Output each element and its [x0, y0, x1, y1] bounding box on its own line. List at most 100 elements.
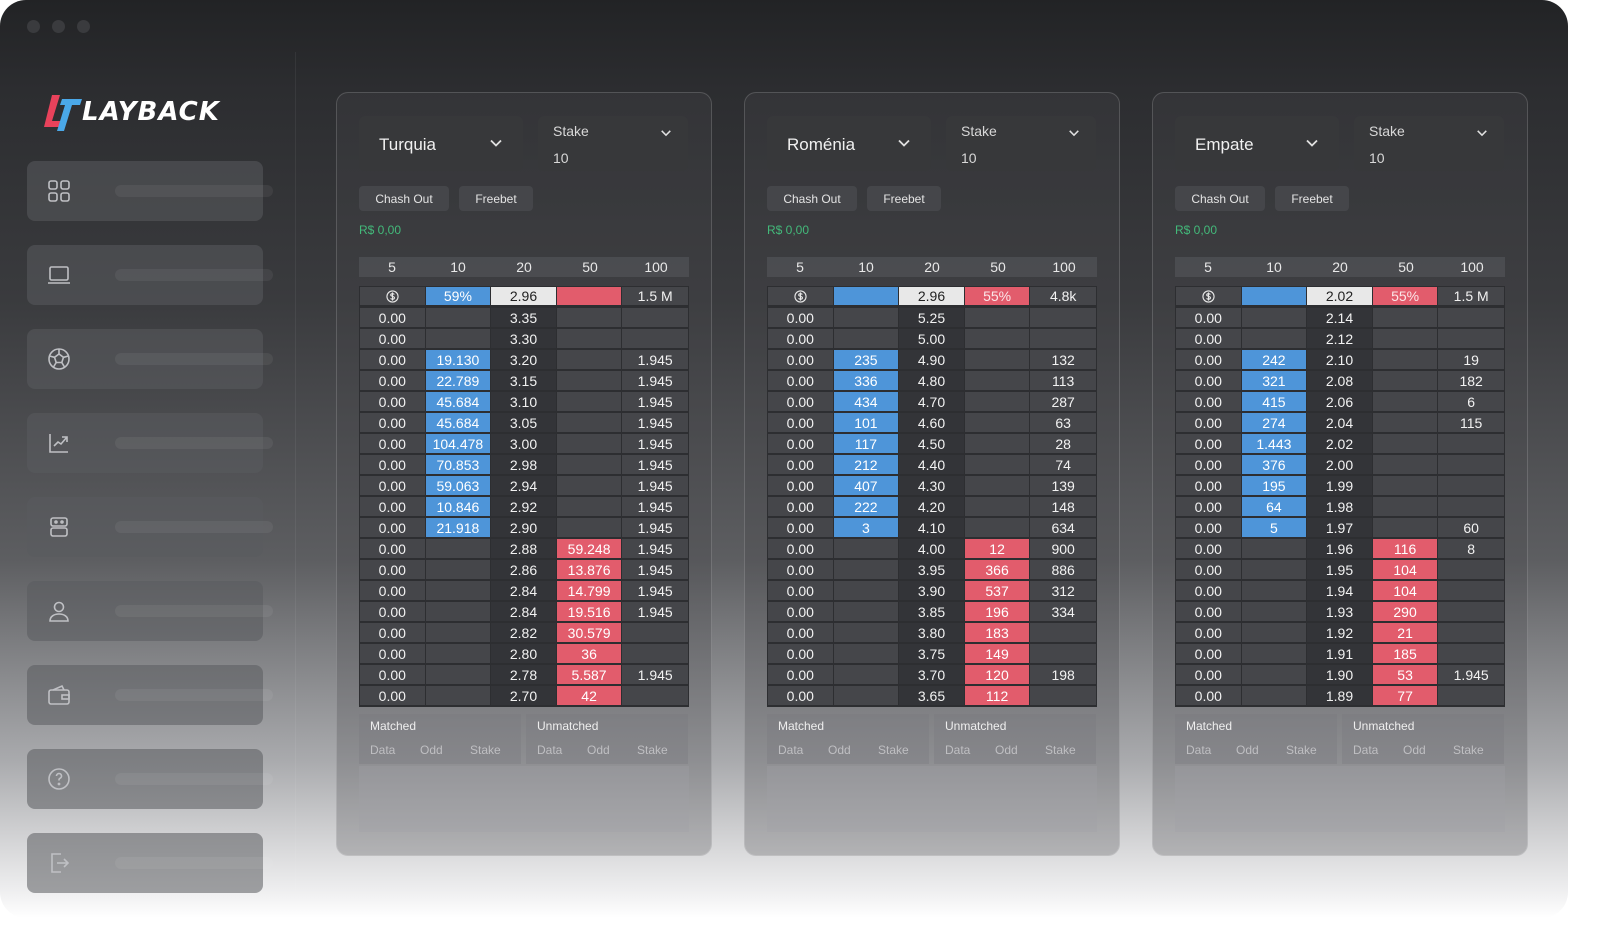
lay-cell[interactable]: 116: [1372, 539, 1439, 559]
odd-cell[interactable]: 1.92: [1307, 623, 1373, 643]
back-cell[interactable]: [1241, 329, 1308, 349]
lay-cell[interactable]: 183: [964, 623, 1031, 643]
lay-cell[interactable]: [1372, 329, 1439, 349]
back-cell[interactable]: [1241, 644, 1308, 664]
back-cell[interactable]: [1241, 581, 1308, 601]
cash-out-button[interactable]: Chash Out: [1175, 186, 1265, 211]
lay-cell[interactable]: 196: [964, 602, 1031, 622]
lay-cell[interactable]: 537: [964, 581, 1031, 601]
odd-cell[interactable]: 2.90: [491, 518, 557, 538]
back-cell[interactable]: [425, 602, 492, 622]
lay-cell[interactable]: 21: [1372, 623, 1439, 643]
stake-preset-20[interactable]: 20: [516, 259, 532, 275]
sidebar-item-trends[interactable]: [27, 413, 273, 473]
back-cell[interactable]: [425, 308, 492, 328]
odd-cell[interactable]: 2.04: [1307, 413, 1373, 433]
back-cell[interactable]: [425, 665, 492, 685]
stake-preset-100[interactable]: 100: [644, 259, 668, 275]
lay-cell[interactable]: [556, 308, 623, 328]
sidebar-item-profile[interactable]: [27, 581, 273, 641]
lay-cell[interactable]: 290: [1372, 602, 1439, 622]
lay-cell[interactable]: 112: [964, 686, 1031, 706]
odd-cell[interactable]: 4.00: [899, 539, 965, 559]
odd-cell[interactable]: 3.95: [899, 560, 965, 580]
back-cell[interactable]: [1241, 623, 1308, 643]
stake-preset-20[interactable]: 20: [1332, 259, 1348, 275]
cash-icon[interactable]: [1176, 287, 1242, 306]
sidebar-item-wallet[interactable]: [27, 665, 273, 725]
odd-cell[interactable]: 3.35: [491, 308, 557, 328]
back-cell[interactable]: 101: [833, 413, 900, 433]
odd-cell[interactable]: 3.85: [899, 602, 965, 622]
odd-cell[interactable]: 2.14: [1307, 308, 1373, 328]
back-cell[interactable]: [425, 560, 492, 580]
back-cell[interactable]: 212: [833, 455, 900, 475]
lay-cell[interactable]: [964, 497, 1031, 517]
lay-cell[interactable]: 149: [964, 644, 1031, 664]
back-cell[interactable]: [425, 623, 492, 643]
lay-cell[interactable]: 104: [1372, 581, 1439, 601]
back-cell[interactable]: 59.063: [425, 476, 492, 496]
odd-cell[interactable]: 2.12: [1307, 329, 1373, 349]
odd-cell[interactable]: 2.86: [491, 560, 557, 580]
lay-cell[interactable]: [556, 329, 623, 349]
back-cell[interactable]: 321: [1241, 371, 1308, 391]
odd-cell[interactable]: 4.70: [899, 392, 965, 412]
odd-cell[interactable]: 2.84: [491, 602, 557, 622]
back-cell[interactable]: 336: [833, 371, 900, 391]
lay-cell[interactable]: [1372, 413, 1439, 433]
odd-cell[interactable]: 3.05: [491, 413, 557, 433]
odd-cell[interactable]: 2.98: [491, 455, 557, 475]
odd-cell[interactable]: 2.08: [1307, 371, 1373, 391]
lay-cell[interactable]: [964, 350, 1031, 370]
back-cell[interactable]: [425, 329, 492, 349]
stake-preset-5[interactable]: 5: [388, 259, 396, 275]
odd-cell[interactable]: 3.30: [491, 329, 557, 349]
odd-cell[interactable]: 2.94: [491, 476, 557, 496]
lay-cell[interactable]: [1372, 308, 1439, 328]
lay-cell[interactable]: [556, 392, 623, 412]
stake-preset-10[interactable]: 10: [1266, 259, 1282, 275]
stake-preset-50[interactable]: 50: [582, 259, 598, 275]
lay-cell[interactable]: [556, 413, 623, 433]
back-cell[interactable]: [833, 329, 900, 349]
odd-cell[interactable]: 1.90: [1307, 665, 1373, 685]
odd-cell[interactable]: 3.70: [899, 665, 965, 685]
lay-cell[interactable]: 120: [964, 665, 1031, 685]
back-cell[interactable]: [425, 686, 492, 706]
stake-preset-50[interactable]: 50: [990, 259, 1006, 275]
odd-cell[interactable]: 4.40: [899, 455, 965, 475]
selection-dropdown[interactable]: Empate: [1175, 116, 1339, 171]
odd-cell[interactable]: 3.75: [899, 644, 965, 664]
back-cell[interactable]: [833, 686, 900, 706]
lay-cell[interactable]: [1372, 497, 1439, 517]
back-cell[interactable]: [1241, 539, 1308, 559]
odd-cell[interactable]: 4.90: [899, 350, 965, 370]
back-cell[interactable]: [425, 644, 492, 664]
odd-cell[interactable]: 5.25: [899, 308, 965, 328]
stake-dropdown[interactable]: Stake 10: [1354, 116, 1504, 171]
odd-cell[interactable]: 4.60: [899, 413, 965, 433]
odd-cell[interactable]: 1.91: [1307, 644, 1373, 664]
cash-icon[interactable]: [360, 287, 426, 306]
back-cell[interactable]: 19.130: [425, 350, 492, 370]
odd-cell[interactable]: 2.70: [491, 686, 557, 706]
lay-cell[interactable]: 13.876: [556, 560, 623, 580]
odd-cell[interactable]: 1.94: [1307, 581, 1373, 601]
odd-cell[interactable]: 2.88: [491, 539, 557, 559]
stake-preset-10[interactable]: 10: [450, 259, 466, 275]
odd-cell[interactable]: 1.93: [1307, 602, 1373, 622]
back-cell[interactable]: 64: [1241, 497, 1308, 517]
lay-cell[interactable]: 77: [1372, 686, 1439, 706]
back-cell[interactable]: 1.443: [1241, 434, 1308, 454]
back-cell[interactable]: 274: [1241, 413, 1308, 433]
odd-cell[interactable]: 3.65: [899, 686, 965, 706]
lay-cell[interactable]: 104: [1372, 560, 1439, 580]
back-cell[interactable]: 434: [833, 392, 900, 412]
stake-dropdown[interactable]: Stake 10: [538, 116, 688, 171]
lay-cell[interactable]: 36: [556, 644, 623, 664]
lay-cell[interactable]: [964, 392, 1031, 412]
freebet-button[interactable]: Freebet: [867, 186, 941, 211]
odd-cell[interactable]: 2.80: [491, 644, 557, 664]
odd-cell[interactable]: 2.06: [1307, 392, 1373, 412]
